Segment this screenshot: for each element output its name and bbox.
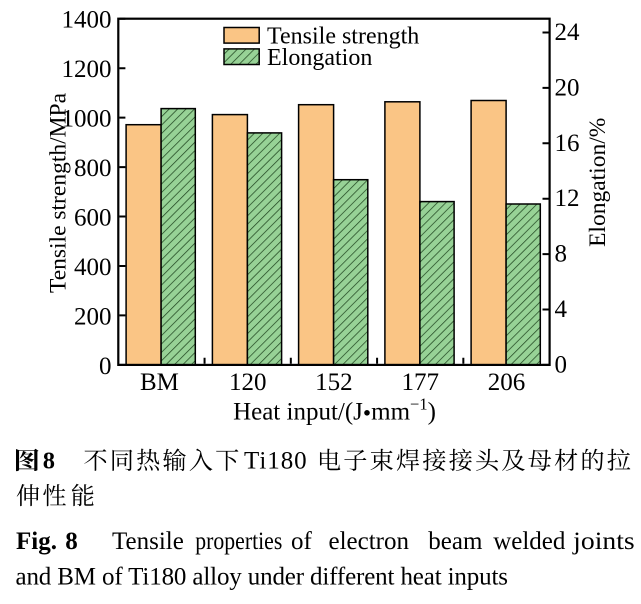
svg-text:1400: 1400 [62,7,112,34]
svg-text:Heat input/(J•mm−1): Heat input/(J•mm−1) [233,395,436,427]
svg-text:8: 8 [43,448,55,475]
svg-text:BM: BM [140,369,179,396]
svg-text:400: 400 [74,254,112,281]
svg-text:0: 0 [99,353,112,380]
svg-text:Ti180: Ti180 [244,448,308,475]
svg-text:200: 200 [74,303,112,330]
svg-text:600: 600 [74,205,112,232]
svg-text:properties: properties [195,528,282,555]
svg-text:electron: electron [329,528,410,555]
svg-text:152: 152 [315,369,353,396]
svg-text:206: 206 [488,369,526,396]
svg-text:20: 20 [555,74,580,101]
svg-text:Tensile: Tensile [112,528,184,555]
svg-text:Fig.: Fig. [16,528,57,555]
svg-text:Tensile strength/MPa: Tensile strength/MPa [46,92,72,293]
svg-text:joints: joints [572,528,635,555]
svg-text:12: 12 [555,185,580,212]
svg-text:of: of [291,528,313,555]
svg-text:8: 8 [65,528,78,555]
svg-text:177: 177 [401,369,439,396]
svg-text:8: 8 [555,241,568,268]
svg-text:24: 24 [555,19,581,46]
svg-text:0: 0 [555,351,568,378]
svg-text:120: 120 [229,369,267,396]
svg-text:Elongation: Elongation [267,45,372,71]
svg-text:and BM of Ti180 alloy under di: and BM of Ti180 alloy under different he… [16,563,509,590]
svg-text:welded: welded [493,528,566,555]
svg-text:1000: 1000 [62,106,112,133]
svg-text:1200: 1200 [62,56,112,83]
svg-text:16: 16 [555,130,580,157]
svg-text:4: 4 [555,296,568,323]
svg-text:Elongation/%: Elongation/% [585,118,611,247]
svg-text:800: 800 [74,155,112,182]
svg-text:Tensile strength: Tensile strength [267,23,419,49]
svg-text:beam: beam [428,528,483,555]
